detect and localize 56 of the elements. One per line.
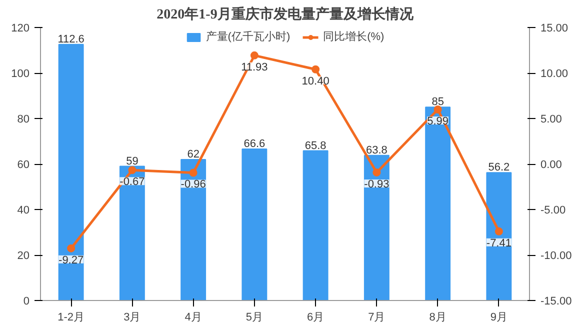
bar [364,154,390,300]
y-tick-label: 120 [11,22,30,34]
x-tick-label: 9月 [490,312,508,324]
data-label: 63.8 [366,144,388,156]
data-label: 5.99 [427,115,449,128]
y2-tick-label: 0.00 [540,159,562,171]
data-label: -7.41 [486,237,512,250]
point [372,168,381,176]
point [494,227,503,236]
bar [425,106,451,300]
bar [119,166,145,300]
y2-tick-label: -10.00 [540,250,572,262]
y2-tick-label: 10.00 [540,68,568,80]
bar [58,44,84,300]
data-label: 65.8 [304,140,326,152]
data-label: 85 [432,96,444,108]
x-tick-label: 5月 [246,312,264,324]
chart-title: 2020年1-9月重庆市发电量产量及增长情况 [156,6,414,22]
y2-tick-label: -15.00 [540,296,572,308]
x-tick-label: 1-2月 [58,312,85,324]
y-tick-label: 0 [23,296,30,308]
point [128,166,136,174]
x-tick-label: 3月 [124,312,141,324]
y-tick-label: 100 [11,68,30,80]
point [312,65,320,74]
y2-tick-label: -5.00 [540,204,566,216]
y-tick-label: 60 [17,159,30,171]
data-label: 11.93 [241,61,268,74]
data-label: 59 [126,155,138,168]
y2-tick-label: 15.00 [540,22,568,34]
point [189,168,198,177]
legend-label: 产量(亿千瓦小时) [206,30,290,44]
bar [302,150,328,300]
bar [242,148,268,300]
data-label: -0.93 [364,178,390,190]
point [434,106,442,114]
x-tick-label: 8月 [429,312,446,324]
data-label: 66.6 [244,138,266,150]
point [67,244,76,252]
point [250,51,258,60]
x-tick-label: 7月 [368,312,386,324]
y-tick-label: 40 [17,204,30,216]
data-label: 10.40 [302,75,330,88]
x-tick-label: 4月 [184,312,202,324]
y-tick-label: 80 [17,114,30,126]
data-label: 62 [187,148,200,160]
data-label: 56.2 [488,162,510,174]
bar [486,172,512,300]
y2-tick-label: 5.00 [540,114,562,126]
bar [180,158,206,300]
x-tick-label: 6月 [307,312,324,324]
data-label: 112.6 [58,33,84,46]
legend-label: 同比增长(%) [323,30,384,44]
data-label: -0.96 [180,178,206,191]
data-label: -9.27 [58,254,84,266]
y-tick-label: 20 [17,250,30,262]
